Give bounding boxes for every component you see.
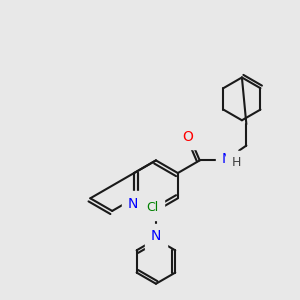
Text: H: H bbox=[232, 156, 241, 169]
Text: N: N bbox=[151, 229, 161, 243]
Text: N: N bbox=[128, 196, 138, 211]
Text: O: O bbox=[182, 130, 194, 144]
Text: N: N bbox=[221, 152, 232, 166]
Text: Cl: Cl bbox=[146, 202, 158, 214]
